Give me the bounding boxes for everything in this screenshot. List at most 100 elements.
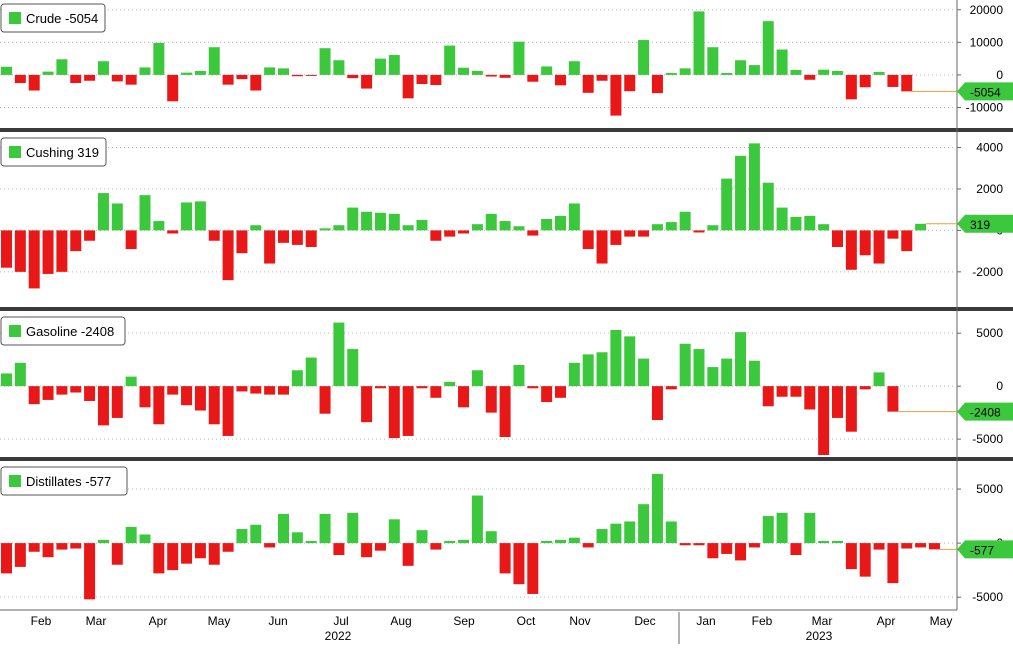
- gasoline-bar: [458, 386, 470, 408]
- gasoline-bar: [873, 372, 885, 387]
- crude-bar: [84, 74, 96, 81]
- crude-bar: [56, 59, 68, 75]
- cushing-bar: [721, 178, 733, 231]
- distillates-bar: [928, 543, 940, 550]
- crude-bar: [471, 70, 483, 75]
- distillates-bar: [319, 513, 331, 544]
- distillates-bar: [291, 532, 303, 544]
- crude-bar: [568, 61, 580, 75]
- gasoline-bar: [28, 386, 40, 405]
- gasoline-bar: [111, 386, 123, 418]
- x-month-label: Mar: [812, 614, 833, 628]
- crude-bar: [444, 45, 456, 75]
- crude-bar: [735, 60, 747, 75]
- distillates-bar: [56, 543, 68, 550]
- distillates-bar: [679, 543, 691, 546]
- distillates-bar: [347, 512, 359, 544]
- distillates-bar: [790, 543, 802, 556]
- crude-bar: [582, 74, 594, 93]
- gasoline-bar: [471, 370, 483, 387]
- distillates-bar: [748, 543, 760, 548]
- cushing-bar: [804, 215, 816, 231]
- gasoline-bar: [444, 381, 456, 387]
- gasoline-bar: [499, 386, 511, 437]
- distillates-bar: [735, 543, 747, 561]
- crude-legend-swatch: [9, 12, 21, 24]
- distillates-bar: [222, 543, 234, 552]
- cushing-bar: [513, 226, 525, 231]
- crude-bar: [776, 49, 788, 75]
- distillates-y-tick-label: 5000: [976, 482, 1003, 496]
- crude-legend-box: [0, 3, 106, 33]
- crude-bar: [485, 74, 497, 77]
- crude-bar: [333, 60, 345, 75]
- cushing-bar: [444, 230, 456, 237]
- crude-bar: [167, 74, 179, 102]
- gasoline-bar: [776, 386, 788, 397]
- distillates-bar: [208, 543, 220, 565]
- gasoline-bar: [555, 386, 566, 398]
- distillates-last-value-label: -577: [970, 543, 994, 557]
- gasoline-legend-box: [0, 316, 126, 346]
- gasoline-bar: [887, 386, 899, 412]
- crude-bar: [845, 74, 857, 100]
- cushing-bar: [873, 230, 885, 264]
- cushing-bar: [291, 230, 303, 245]
- gasoline-last-value-tag: [957, 402, 1013, 421]
- gasoline-bar: [236, 386, 248, 392]
- crude-bar: [97, 61, 109, 75]
- distillates-bar: [236, 529, 248, 544]
- gasoline-y-tick-label: -5000: [972, 432, 1003, 446]
- distillates-bar: [70, 543, 82, 549]
- crude-bar: [347, 74, 359, 79]
- gasoline-bar: [638, 358, 650, 387]
- gasoline-bar: [278, 386, 289, 395]
- crude-bar: [721, 72, 733, 75]
- cushing-bar: [14, 230, 26, 272]
- cushing-y-tick-label: 2000: [976, 182, 1003, 196]
- crude-last-value-tag: [957, 82, 1013, 101]
- cushing-bar: [776, 207, 788, 231]
- crude-y-tick-label: -10000: [966, 100, 1004, 114]
- gasoline-bar: [222, 386, 234, 436]
- cushing-bar: [915, 223, 927, 231]
- distillates-bar: [818, 540, 830, 544]
- gasoline-bar: [679, 343, 691, 387]
- gasoline-bar: [139, 386, 151, 408]
- distillates-bar: [84, 543, 96, 600]
- distillates-bar: [444, 540, 456, 544]
- crude-bar: [250, 74, 262, 91]
- crude-bar: [527, 74, 539, 82]
- cushing-bar: [568, 203, 580, 231]
- x-month-label: Jun: [268, 614, 287, 628]
- panel-separator-1: [0, 128, 1013, 132]
- crude-bar: [693, 11, 705, 75]
- distillates-bar: [651, 473, 663, 544]
- distillates-legend-label: Distillates -577: [26, 474, 111, 489]
- distillates-bar: [42, 543, 54, 558]
- distillates-bar: [28, 543, 40, 552]
- x-month-label: May: [930, 614, 953, 628]
- crude-bar: [458, 67, 470, 75]
- distillates-bar: [915, 543, 927, 548]
- crude-bar: [28, 74, 40, 91]
- distillates-bar: [638, 504, 650, 544]
- cushing-bar: [278, 230, 289, 243]
- crude-bar: [748, 65, 760, 75]
- cushing-bar: [250, 225, 262, 231]
- crude-bar: [42, 71, 54, 75]
- cushing-bar: [541, 219, 553, 231]
- distillates-bar: [513, 543, 525, 585]
- gasoline-bar: [651, 386, 663, 421]
- cushing-bar: [56, 230, 68, 272]
- distillates-bar: [665, 521, 677, 544]
- distillates-bar: [596, 529, 608, 544]
- cushing-bar: [527, 230, 539, 236]
- cushing-bar: [181, 202, 193, 231]
- cushing-bar: [333, 225, 345, 231]
- distillates-bar: [555, 539, 566, 544]
- gasoline-bar: [374, 386, 386, 389]
- crude-bar: [416, 74, 428, 85]
- crude-bar: [859, 74, 871, 88]
